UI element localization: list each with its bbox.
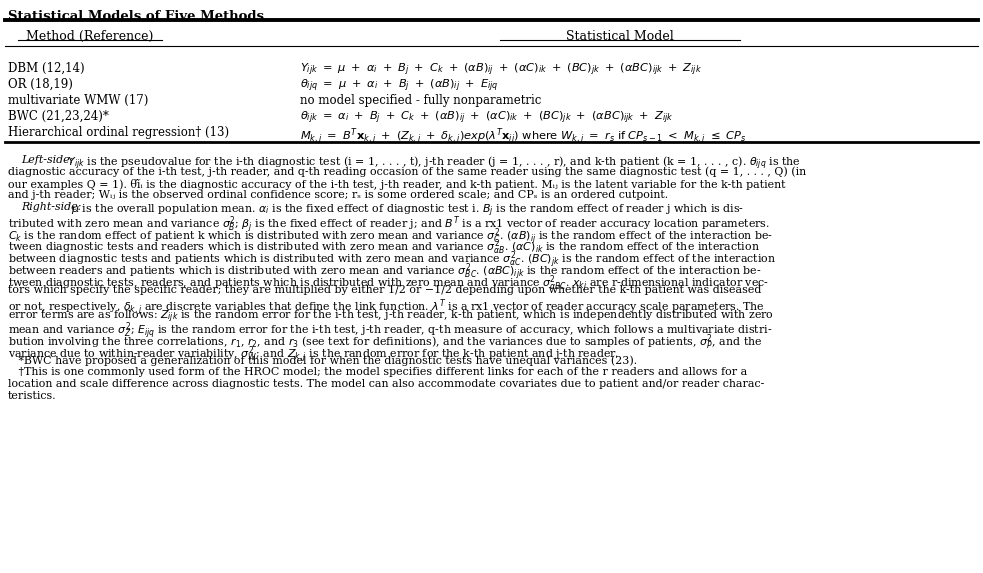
Text: Left-side:: Left-side: (21, 155, 74, 165)
Text: $\mu$ is the overall population mean. $\alpha_i$ is the fixed effect of diagnost: $\mu$ is the overall population mean. $\… (68, 202, 744, 219)
Text: Hierarchical ordinal regression† (13): Hierarchical ordinal regression† (13) (8, 126, 229, 139)
Text: diagnostic accuracy of the i-th test, j-th reader, and q-th reading occasion of : diagnostic accuracy of the i-th test, j-… (8, 167, 806, 178)
Text: and j-th reader; Wᵢⱼ is the observed ordinal confidence score; rₛ is some ordere: and j-th reader; Wᵢⱼ is the observed ord… (8, 190, 668, 201)
Text: $Y_{ijk}$ is the pseudovalue for the i-th diagnostic test (i = 1, . . . , t), j-: $Y_{ijk}$ is the pseudovalue for the i-t… (64, 155, 801, 172)
Text: Method (Reference): Method (Reference) (27, 30, 153, 43)
Text: mean and variance $\sigma_Z^2$; $E_{ijq}$ is the random error for the i-th test,: mean and variance $\sigma_Z^2$; $E_{ijq}… (8, 320, 773, 341)
Text: teristics.: teristics. (8, 391, 57, 401)
Text: OR (18,19): OR (18,19) (8, 78, 73, 91)
Text: bution involving the three correlations, $r_1$, $r_2$, and $r_3$ (see text for d: bution involving the three correlations,… (8, 332, 763, 352)
Text: $C_k$ is the random effect of patient k which is distributed with zero mean and : $C_k$ is the random effect of patient k … (8, 226, 774, 247)
Text: error terms are as follows: $Z_{ijk}$ is the random error for the i-th test, j-t: error terms are as follows: $Z_{ijk}$ is… (8, 308, 774, 325)
Text: $M_{k,j}\ =\ B^T\mathbf{x}_{k,j}\ +\ (Z_{k,j}\ +\ \delta_{k,j})exp(\lambda^T\mat: $M_{k,j}\ =\ B^T\mathbf{x}_{k,j}\ +\ (Z_… (300, 126, 746, 147)
Text: $\theta_{ijk}\ =\ \alpha_i\ +\ B_j\ +\ C_k\ +\ (\alpha B)_{ij}\ +\ (\alpha C)_{i: $\theta_{ijk}\ =\ \alpha_i\ +\ B_j\ +\ C… (300, 110, 673, 127)
Text: Statistical Model: Statistical Model (566, 30, 674, 43)
Text: Right-side:: Right-side: (21, 202, 82, 212)
Text: DBM (12,14): DBM (12,14) (8, 62, 85, 75)
Text: or not, respectively. $\delta_{k,j}$ are discrete variables that define the link: or not, respectively. $\delta_{k,j}$ are… (8, 297, 765, 317)
Text: BWC (21,23,24)*: BWC (21,23,24)* (8, 110, 109, 123)
Text: Statistical Models of Five Methods: Statistical Models of Five Methods (8, 10, 264, 23)
Text: $Y_{ijk}\ =\ \mu\ +\ \alpha_i\ +\ B_j\ +\ C_k\ +\ (\alpha B)_{ij}\ +\ (\alpha C): $Y_{ijk}\ =\ \mu\ +\ \alpha_i\ +\ B_j\ +… (300, 62, 702, 79)
Text: tween diagnostic tests, readers, and patients which is distributed with zero mea: tween diagnostic tests, readers, and pat… (8, 273, 769, 294)
Text: tributed with zero mean and variance $\sigma_B^2$; $\beta_j$ is the fixed effect: tributed with zero mean and variance $\s… (8, 214, 770, 235)
Text: no model specified - fully nonparametric: no model specified - fully nonparametric (300, 94, 542, 107)
Text: our examples Q = 1). θı̂̅ᵢ is the diagnostic accuracy of the i-th test, j-th rea: our examples Q = 1). θı̂̅ᵢ is the diagno… (8, 179, 785, 190)
Text: location and scale difference across diagnostic tests. The model can also accomm: location and scale difference across dia… (8, 379, 765, 389)
Text: tors which specify the specific reader; they are multiplied by either 1/2 or −1/: tors which specify the specific reader; … (8, 285, 762, 295)
Text: tween diagnostic tests and readers which is distributed with zero mean and varia: tween diagnostic tests and readers which… (8, 238, 760, 257)
Text: $\theta_{ijq}\ =\ \mu\ +\ \alpha_i\ +\ B_j\ +\ (\alpha B)_{ij}\ +\ E_{ijq}$: $\theta_{ijq}\ =\ \mu\ +\ \alpha_i\ +\ B… (300, 78, 498, 95)
Text: †This is one commonly used form of the HROC model; the model specifies different: †This is one commonly used form of the H… (8, 367, 747, 378)
Text: between readers and patients which is distributed with zero mean and variance $\: between readers and patients which is di… (8, 261, 762, 282)
Text: multivariate WMW (17): multivariate WMW (17) (8, 94, 148, 107)
Text: variance due to within-reader variability, $\sigma_W^2$; and $Z_{k,j}$ is the ra: variance due to within-reader variabilit… (8, 344, 619, 365)
Text: *BWC have proposed a generalization of this model for when the diagnostic tests : *BWC have proposed a generalization of t… (8, 356, 637, 366)
Text: between diagnostic tests and patients which is distributed with zero mean and va: between diagnostic tests and patients wh… (8, 249, 777, 270)
